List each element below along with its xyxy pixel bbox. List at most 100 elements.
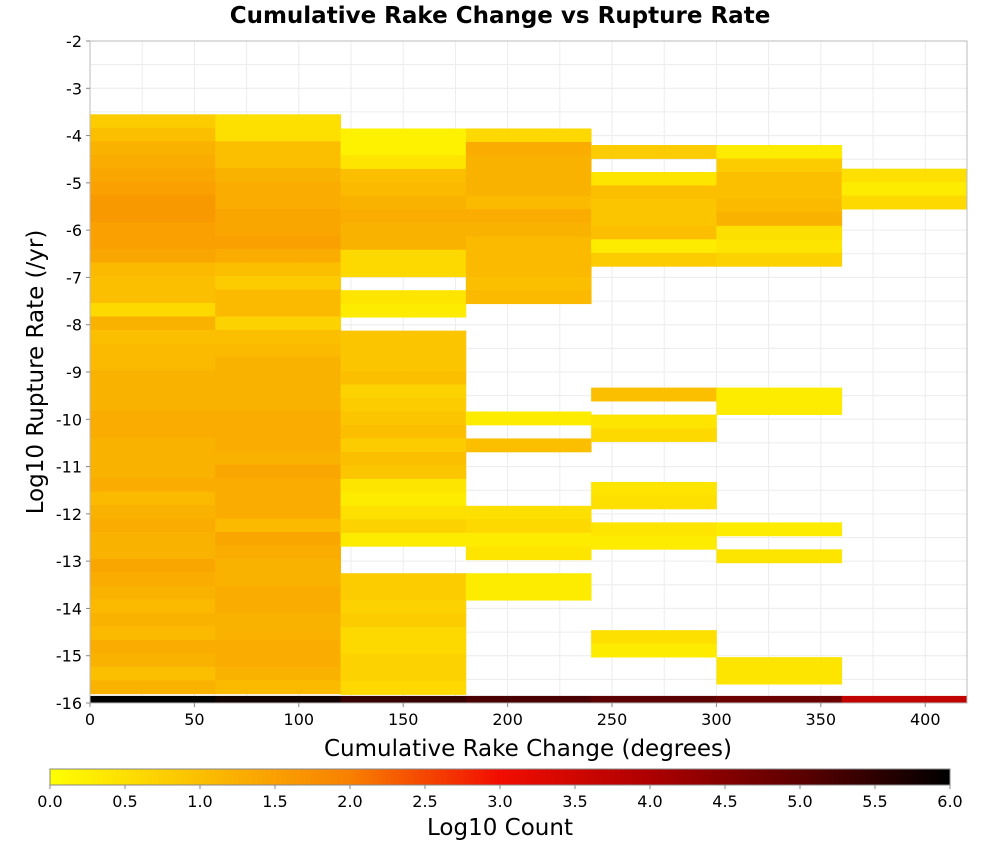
x-axis-ticks: 0 50 100 150 200 250 300 350 400	[85, 703, 941, 729]
heatmap-cell	[90, 276, 216, 290]
heatmap-cell	[215, 545, 341, 560]
heatmap-cell	[340, 141, 467, 156]
heatmap-cell	[215, 168, 341, 183]
colorbar-tick-label: 0.0	[37, 792, 62, 811]
heatmap-cell	[340, 613, 467, 628]
y-tick-label: -2	[66, 32, 82, 51]
heatmap-cell	[716, 549, 843, 564]
heatmap-cell	[465, 505, 592, 520]
heatmap-cell	[215, 141, 341, 156]
heatmap-cell	[90, 639, 216, 654]
heatmap-cell	[340, 209, 467, 224]
x-axis-label: Cumulative Rake Change (degrees)	[324, 736, 732, 762]
heatmap-cell	[90, 127, 216, 142]
heatmap-cell	[340, 640, 467, 655]
colorbar-tick-label: 6.0	[937, 792, 962, 811]
colorbar-tick-label: 3.5	[562, 792, 587, 811]
heatmap-cell	[215, 397, 341, 412]
heatmap-cell	[215, 370, 341, 385]
heatmap-cell	[465, 546, 592, 561]
heatmap-cell	[340, 411, 467, 426]
heatmap-cell	[215, 639, 341, 654]
heatmap-cell	[90, 181, 216, 196]
heatmap-cell	[591, 535, 717, 550]
heatmap-cell	[215, 249, 341, 263]
heatmap-cell	[465, 182, 592, 197]
heatmap-cell	[215, 653, 341, 668]
heatmap-cell	[340, 168, 467, 183]
heatmap-cell	[340, 290, 467, 305]
heatmap-cell	[215, 181, 341, 196]
heatmap-cell	[90, 545, 216, 560]
heatmap-cell	[716, 670, 843, 685]
heatmap-cell	[340, 532, 467, 547]
heatmap-cell	[340, 465, 467, 480]
heatmap-cell	[90, 222, 216, 236]
y-tick-label: -12	[56, 505, 82, 524]
heatmap-cell	[90, 208, 216, 223]
heatmap-cell	[215, 410, 341, 425]
y-tick-label: -6	[66, 221, 82, 240]
heatmap-cell	[215, 559, 341, 573]
heatmap-cell	[465, 249, 592, 264]
heatmap-cell	[340, 155, 467, 170]
heatmap-cell	[591, 225, 717, 240]
heatmap-cell	[465, 573, 592, 588]
heatmap-cell	[716, 185, 843, 200]
heatmap-cell	[90, 424, 216, 439]
x-tick-label: 400	[910, 710, 941, 729]
heatmap-cell	[716, 225, 843, 240]
heatmap-cell	[340, 128, 467, 143]
heatmap-cell	[340, 384, 467, 399]
heatmap-cell	[215, 612, 341, 627]
heatmap-cell	[215, 666, 341, 681]
y-tick-label: -5	[66, 174, 82, 193]
heatmap-cell	[90, 437, 216, 452]
heatmap-cell	[465, 168, 592, 183]
heatmap-cell	[90, 478, 216, 493]
colorbar-tick-label: 2.0	[337, 792, 362, 811]
x-tick-label: 350	[806, 710, 837, 729]
y-tick-label: -15	[56, 647, 82, 666]
x-tick-label: 100	[284, 710, 315, 729]
heatmap-cell	[465, 532, 592, 547]
heatmap-cell	[591, 414, 717, 429]
heatmap-cell	[215, 262, 341, 277]
heatmap-cell	[465, 222, 592, 237]
colorbar-tick-label: 4.0	[637, 792, 662, 811]
heatmap-cell	[90, 653, 216, 668]
heatmap-cell	[716, 158, 843, 173]
heatmap-cell	[90, 695, 216, 703]
heatmap-cell	[465, 155, 592, 170]
heatmap-cell	[340, 249, 467, 264]
heatmap-cell	[90, 114, 216, 129]
heatmap-cell	[716, 252, 843, 267]
heatmap-cell	[716, 401, 843, 415]
y-axis-ticks: -2 -3 -4 -5 -6 -7 -8 -9 -10 -11 -12 -13 -14 -15 -16	[56, 32, 90, 713]
heatmap-cell	[215, 195, 341, 210]
heatmap-cell	[215, 289, 341, 304]
heatmap-cell	[465, 195, 592, 210]
heatmap-cell	[591, 481, 717, 496]
heatmap-cell	[465, 263, 592, 278]
heatmap-cell	[340, 438, 467, 453]
heatmap-cell	[90, 491, 216, 506]
heatmap-cell	[465, 586, 592, 601]
y-tick-label: -7	[66, 268, 82, 287]
heatmap-cell	[340, 371, 467, 385]
heatmap-cell	[215, 424, 341, 439]
heatmap-cell	[215, 343, 341, 358]
heatmap-cell	[340, 492, 467, 507]
heatmap-cell	[340, 695, 467, 703]
y-tick-label: -4	[66, 127, 82, 146]
heatmap-cell	[340, 222, 467, 237]
colorbar-tick-label: 4.5	[712, 792, 737, 811]
heatmap-cell	[215, 208, 341, 223]
heatmap-cell	[215, 383, 341, 398]
heatmap-cell	[340, 451, 467, 466]
heatmap-cell	[90, 168, 216, 183]
heatmap-cell	[90, 518, 216, 533]
heatmap-cell	[215, 302, 341, 317]
colorbar	[49, 768, 951, 786]
heatmap-cell	[340, 478, 467, 493]
